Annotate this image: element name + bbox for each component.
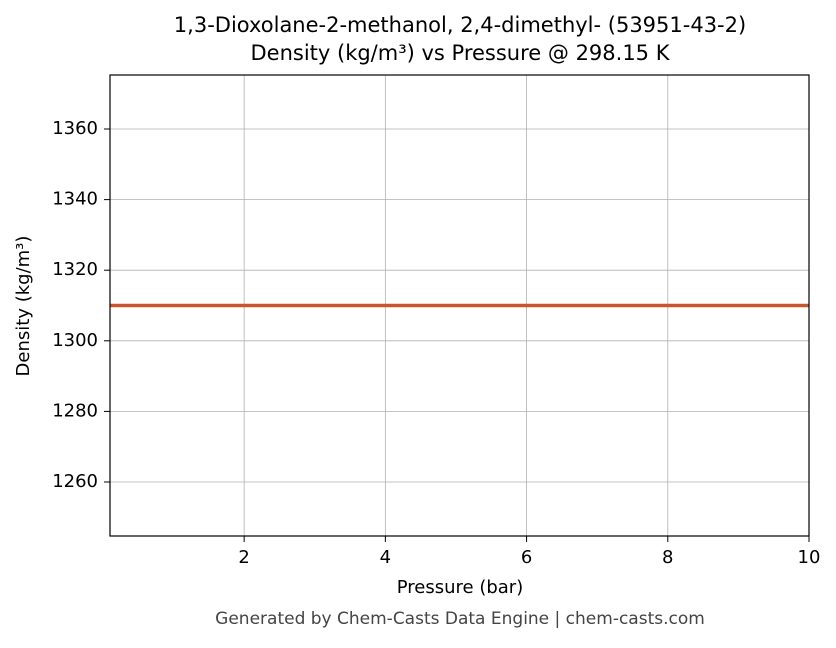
chart-subtitle: Density (kg/m³) vs Pressure @ 298.15 K <box>250 41 670 65</box>
x-tick-label: 4 <box>380 547 391 568</box>
x-tick-label: 8 <box>662 547 673 568</box>
y-tick-label: 1300 <box>52 330 98 351</box>
footer: Generated by Chem-Casts Data Engine | ch… <box>215 609 705 629</box>
y-tick-label: 1360 <box>52 118 98 139</box>
y-tick-label: 1280 <box>52 400 98 421</box>
y-tick-label: 1340 <box>52 189 98 210</box>
y-axis-label: Density (kg/m³) <box>13 236 34 377</box>
chart-title: 1,3-Dioxolane-2-methanol, 2,4-dimethyl- … <box>174 13 746 37</box>
x-tick-label: 10 <box>798 547 821 568</box>
x-axis-label: Pressure (bar) <box>397 577 523 598</box>
plot-frame <box>109 74 810 537</box>
x-tick-label: 6 <box>521 547 532 568</box>
x-tick-label: 2 <box>238 547 249 568</box>
y-tick-label: 1260 <box>52 471 98 492</box>
y-tick-label: 1320 <box>52 259 98 280</box>
